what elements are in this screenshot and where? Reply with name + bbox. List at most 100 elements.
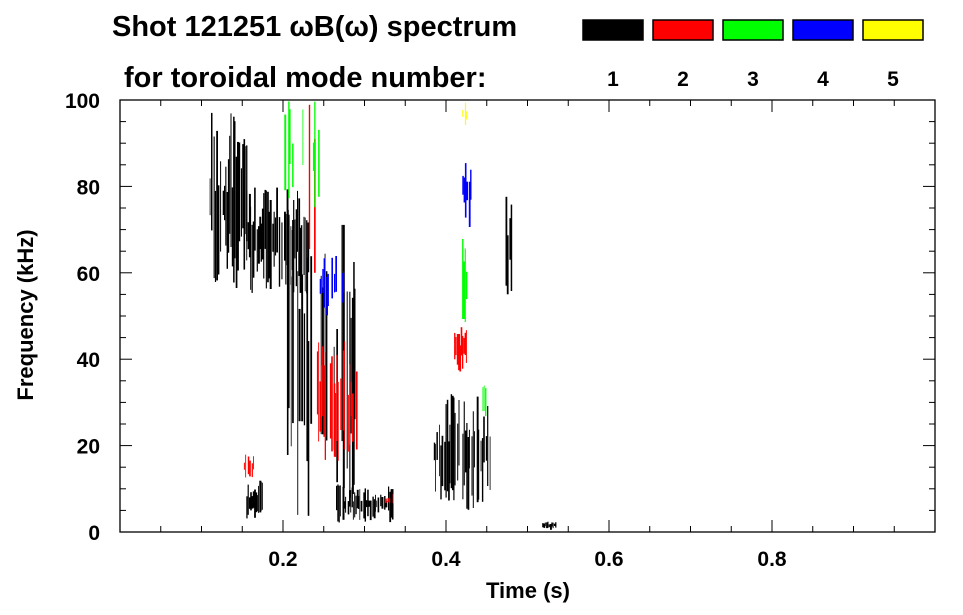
spectrum-streak (226, 192, 228, 269)
spectrum-streak (543, 523, 546, 528)
spectrum-streak (464, 102, 467, 125)
chart-title: Shot 121251 ωB(ω) spectrum for toroidal … (112, 11, 517, 94)
spectrum-streak (385, 501, 388, 508)
spectrum-streak (355, 371, 358, 450)
spectrum-streak (320, 275, 322, 435)
spectrum-streak (349, 364, 351, 445)
spectrum-streak (233, 116, 235, 283)
spectrum-streak (319, 278, 322, 294)
spectrum-streak (245, 454, 247, 478)
spectrum-streak (340, 378, 343, 430)
spectrum-streak (472, 411, 474, 508)
spectrum-streak (351, 487, 353, 508)
spectrum-streak (284, 114, 287, 191)
spectrum-streak (391, 489, 394, 520)
spectrum-streak (544, 522, 546, 527)
spectrum-streak (455, 337, 457, 356)
spectrum-streak (301, 274, 304, 422)
spectrum-streak (365, 500, 368, 508)
spectrum-streak (274, 217, 277, 256)
mode-1-region (336, 484, 394, 523)
mode-1-region (209, 112, 248, 288)
spectrum-streak (246, 496, 248, 519)
spectrum-streak (286, 239, 289, 455)
spectrum-streak (482, 387, 484, 412)
spectrum-streak (341, 224, 343, 442)
spectrum-streak (485, 436, 488, 461)
spectrum-streak (298, 308, 301, 422)
spectrum-streak (298, 198, 301, 276)
mode-3-region (284, 101, 320, 208)
spectrum-streak (390, 489, 393, 518)
x-tick-label: 0.2 (268, 548, 297, 571)
mode-4-region (319, 256, 345, 316)
spectrum-streak (247, 456, 250, 475)
spectrum-streak (466, 423, 468, 509)
spectrum-streak (268, 211, 271, 279)
spectrum-streak (341, 273, 344, 303)
spectrum-streak (359, 489, 361, 520)
spectrum-streak (334, 273, 336, 293)
spectrum-streak (480, 440, 482, 472)
spectrum-streak (384, 496, 386, 510)
spectrum-streak (254, 187, 256, 251)
legend-swatch (792, 19, 854, 41)
legend-swatch (722, 19, 784, 41)
spectrum-streak (458, 334, 460, 371)
spectrum-streak (485, 388, 487, 417)
legend-label: 2 (677, 68, 689, 91)
spectrum-streak (350, 381, 352, 416)
spectrum-streak (381, 497, 384, 509)
spectrum-streak (489, 436, 491, 490)
spectrum-streak (327, 273, 329, 307)
spectrum-streak (468, 429, 470, 469)
spectrum-streak (240, 168, 242, 237)
mode-2-region (316, 341, 358, 461)
mode-1-region (246, 187, 310, 294)
legend-label: 4 (817, 68, 829, 91)
spectrum-streak (258, 485, 259, 513)
spectrum-streak (260, 223, 262, 262)
spectrum-streak (547, 521, 549, 528)
spectrum-streak (258, 226, 260, 264)
spectrum-streak (281, 222, 283, 280)
spectrum-streak (347, 501, 350, 515)
spectrum-streak (454, 412, 456, 486)
spectrum-streak (229, 135, 231, 234)
spectrum-streak (460, 327, 463, 356)
spectrum-streak (439, 424, 440, 477)
spectrum-streak (259, 216, 262, 250)
spectrum-streak (350, 317, 352, 434)
spectrum-streak (487, 406, 489, 486)
spectrum-streak (227, 159, 230, 253)
spectrum-streak (302, 109, 304, 165)
spectrum-streak (478, 429, 480, 500)
spectrum-streak (354, 492, 356, 518)
spectrum-streak (255, 492, 258, 513)
spectrum-streak (316, 351, 319, 415)
mode-4-region (462, 163, 472, 227)
spectrum-streak (345, 496, 347, 513)
spectrum-streak (433, 442, 436, 461)
spectrum-streak (288, 214, 290, 409)
spectrum-streak (336, 485, 338, 511)
spectrum-streak (303, 216, 305, 275)
spectrum-streak (261, 208, 264, 260)
title-line-1: Shot 121251 ωB(ω) spectrum (112, 11, 517, 43)
spectrum-streak (243, 139, 246, 270)
spectrum-streak (462, 109, 464, 117)
spectrum-streak (300, 225, 303, 276)
spectrum-streak (230, 113, 232, 248)
legend-swatch (862, 19, 924, 41)
spectrum-streak (352, 501, 354, 520)
spectrum-streak (312, 142, 315, 171)
spectrum-streak (217, 185, 220, 275)
spectrum-streak (510, 204, 513, 291)
spectrum-streak (462, 175, 464, 195)
spectrum-streak (389, 491, 392, 523)
legend-swatch (582, 19, 644, 41)
spectrum-streak (256, 495, 258, 512)
spectrum-streak (338, 485, 340, 523)
spectrum-streak (329, 363, 332, 439)
